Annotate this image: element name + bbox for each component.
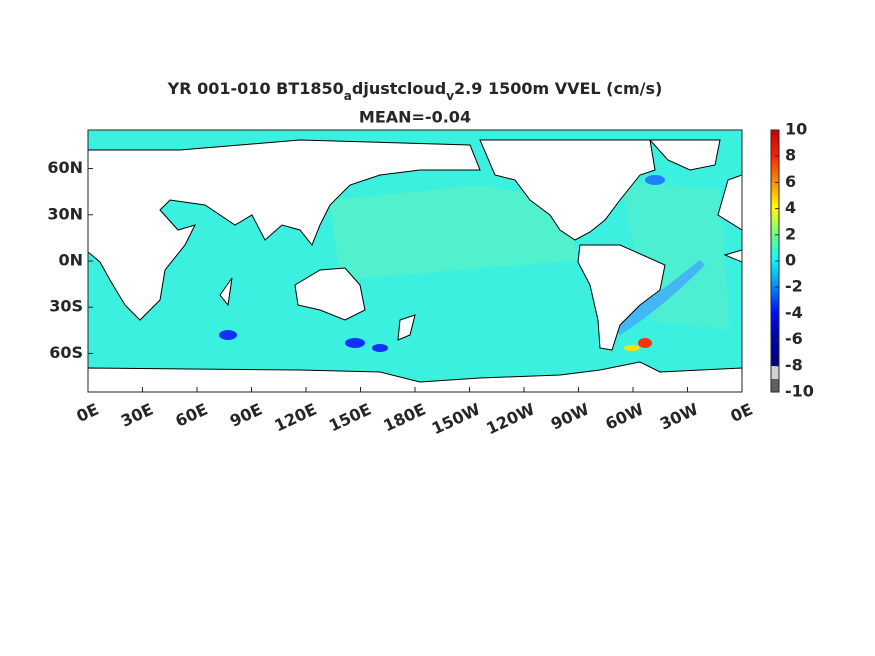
anomaly	[372, 344, 388, 352]
colorbar-tick-label: -2	[785, 277, 803, 296]
x-tick-label: 30W	[657, 399, 702, 433]
x-tick-label: 90E	[227, 399, 265, 430]
ocean-field	[330, 185, 580, 280]
land	[723, 249, 742, 263]
x-tick-label: 0E	[74, 399, 102, 426]
title-part: YR 001-010 BT1850	[167, 79, 344, 98]
x-tick-label: 90W	[548, 399, 593, 433]
colorbar-tick-label: -4	[785, 303, 803, 322]
colorbar-tick-label: -8	[785, 355, 803, 374]
colorbar-tick-label: 8	[785, 146, 796, 165]
y-tick-label: 30N	[47, 204, 83, 223]
map	[88, 130, 742, 392]
anomaly	[645, 175, 665, 185]
x-tick-label: 120W	[483, 399, 538, 438]
x-tick-label: 30E	[118, 399, 156, 430]
title: YR 001-010 BT1850adjustcloudv2.9 1500m V…	[167, 79, 663, 103]
x-tick-label: 60W	[602, 399, 647, 433]
land	[294, 267, 366, 321]
anomaly	[624, 345, 640, 351]
anomaly	[345, 338, 365, 348]
colorbar-tick-label: 2	[785, 224, 796, 243]
colorbar-tick-label: -10	[785, 382, 814, 401]
y-tick-label: 60N	[47, 158, 83, 177]
land	[397, 314, 416, 341]
x-tick-label: 150W	[429, 399, 484, 438]
x-tick-label: 120E	[271, 399, 319, 435]
land	[88, 139, 481, 321]
land	[648, 139, 721, 171]
x-tick-label: 150E	[326, 399, 374, 435]
x-tick-label: 60E	[172, 399, 210, 430]
land	[717, 174, 742, 231]
subtitle: MEAN=-0.04	[359, 108, 471, 127]
colorbar-scale	[771, 130, 779, 366]
anomaly	[219, 330, 237, 340]
colorbar-tick-label: 10	[785, 120, 807, 139]
title-part: djustcloud	[352, 79, 446, 98]
y-tick-label: 60S	[49, 343, 83, 362]
title-part: 2.9 1500m VVEL (cm/s)	[454, 79, 662, 98]
land	[479, 139, 656, 241]
land	[577, 244, 666, 351]
colorbar-tick-label: 0	[785, 251, 796, 270]
x-tick-label: 0E	[728, 399, 756, 426]
colorbar-tick-label: 6	[785, 172, 796, 191]
land	[219, 277, 233, 307]
title-part: a	[344, 89, 352, 103]
land	[88, 361, 742, 392]
colorbar-tick-label: 4	[785, 198, 796, 217]
x-tick-label: 180E	[380, 399, 428, 435]
colorbar-scale	[771, 366, 779, 379]
y-tick-label: 30S	[49, 297, 83, 316]
anomaly	[612, 260, 705, 335]
anomaly	[638, 338, 652, 348]
title-part: v	[446, 89, 454, 103]
y-tick-label: 0N	[58, 251, 83, 270]
colorbar-scale	[771, 379, 779, 392]
colorbar-tick-label: -6	[785, 329, 803, 348]
